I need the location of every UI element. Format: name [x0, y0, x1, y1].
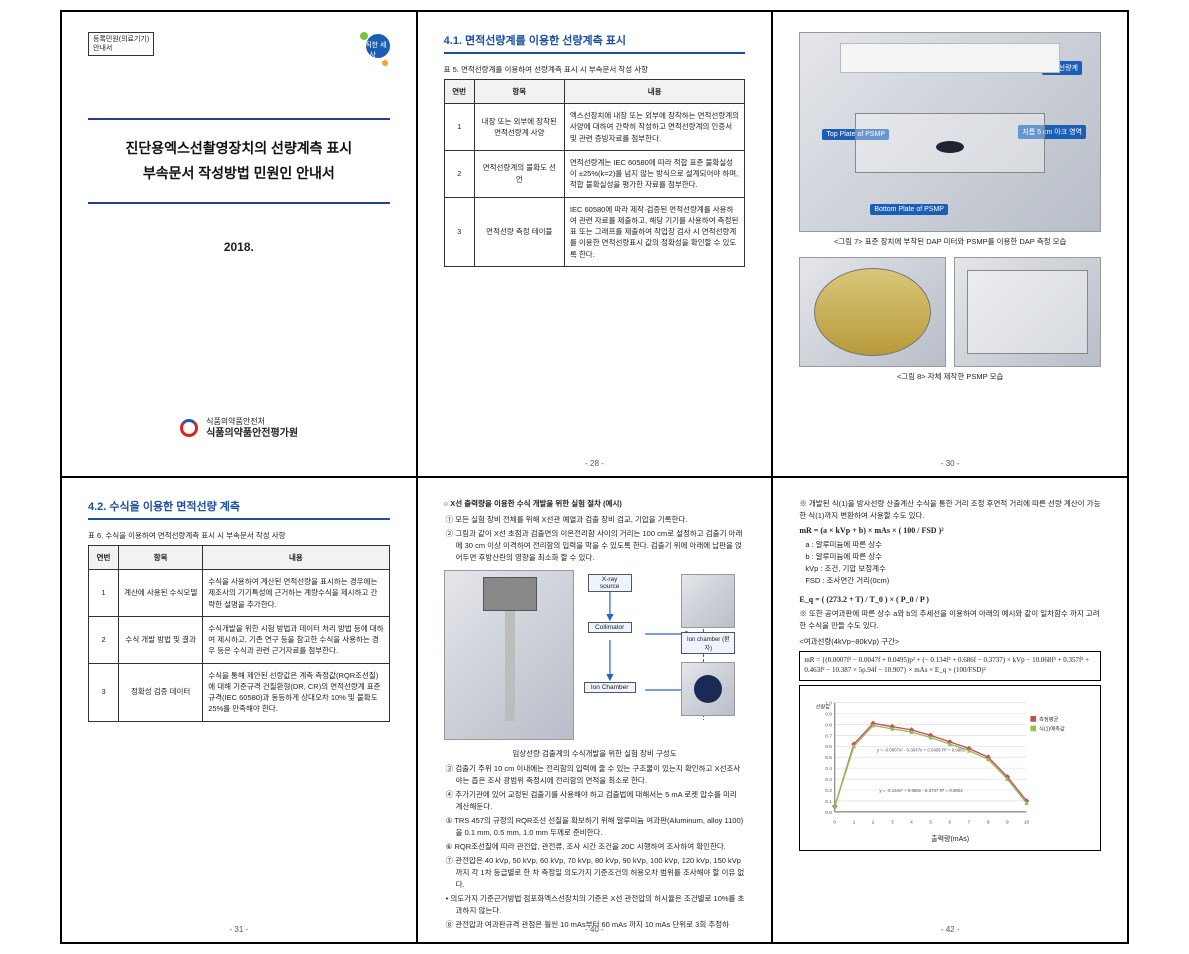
- photo-ion-chamber: [681, 662, 735, 716]
- table-6-caption: 표 6. 수식을 이용하여 면적선량계측 표시 시 부속문서 작성 사항: [88, 530, 390, 541]
- list-item: ④ 추가기관에 있어 교정된 검출기를 사용해야 하고 검출법에 대해서는 5 …: [456, 789, 746, 813]
- node-ion-chamber-2: Ion chamber (환자): [681, 632, 735, 654]
- svg-text:0.4: 0.4: [826, 766, 833, 772]
- list-item: ② 그림과 같이 X선 초점과 검출면의 이온전리함 사이의 거리는 100 c…: [456, 528, 746, 564]
- equation-1: mR = (a × kVp + b) × mAs × ( 100 / FSD )…: [799, 526, 1101, 535]
- photo-collimator: [681, 574, 735, 628]
- page-5: ○ X선 출력량을 이용한 수식 개발을 위한 실험 절차 (예시) ① 모든 …: [417, 477, 773, 943]
- svg-text:0: 0: [834, 819, 837, 825]
- page-number: - 30 -: [773, 459, 1127, 468]
- node-ion-chamber: Ion Chamber: [584, 682, 636, 693]
- list-item: ③ 검출기 주위 10 cm 이내에는 전리함의 입력에 줄 수 있는 구조물이…: [456, 763, 746, 787]
- cover-category-box: 등록민원(의료기기) 안내서: [88, 32, 154, 56]
- diagram-caption: 임상선량 검출계의 수식개발을 위한 실험 장비 구성도: [444, 748, 746, 759]
- list-item: ⑦ 관전압은 40 kVp, 50 kVp, 60 kVp, 70 kVp, 8…: [456, 855, 746, 891]
- svg-text:0.2: 0.2: [826, 788, 833, 794]
- table-row: 2면적선량계의 불확도 선언면적선량계는 IEC 60580에 따라 적합 표준…: [444, 150, 745, 197]
- svg-text:1: 1: [853, 819, 856, 825]
- p6-intro: ※ 개발된 식(1)을 방사선량 산출계산 수식을 통한 거리 조정 후면적 거…: [799, 498, 1101, 522]
- page-6: ※ 개발된 식(1)을 방사선량 산출계산 수식을 통한 거리 조정 후면적 거…: [772, 477, 1128, 943]
- svg-text:선량값: 선량값: [816, 702, 831, 710]
- svg-text:0.5: 0.5: [826, 755, 833, 761]
- p6-note: ※ 또한 공여과판에 따른 상수 a와 b의 추세선을 이용하여 아래의 예시와…: [799, 608, 1101, 632]
- table-5: 연번 항목 내용 1내장 또는 외부에 장착된 면적선량계 사양엑스선장치에 내…: [444, 79, 746, 267]
- page-4: 4.2. 수식을 이용한 면적선량 계측 표 6. 수식을 이용하여 면적선량계…: [61, 477, 417, 943]
- page-number: - 28 -: [418, 459, 772, 468]
- node-xray-source: X-ray source: [588, 574, 632, 592]
- svg-text:y = -0.134x² + 0.686x - 0.3737: y = -0.134x² + 0.686x - 0.3737 R² = 0.98…: [880, 788, 964, 793]
- svg-text:5: 5: [930, 819, 933, 825]
- chart-x-label: 출력량(mAs): [806, 834, 1094, 844]
- svg-text:0.1: 0.1: [826, 798, 833, 804]
- svg-text:0.6: 0.6: [826, 744, 833, 750]
- page-number: - 40 -: [418, 925, 772, 934]
- svg-text:8: 8: [987, 819, 990, 825]
- page-2: 4.1. 면적선량계를 이용한 선량계측 표시 표 5. 면적선량계를 이용하여…: [417, 11, 773, 477]
- table-row: 1계산에 사용된 수식모델수식을 사용하여 계산된 면적선량을 표시하는 경우에…: [89, 570, 390, 617]
- svg-text:y = -0.0007x² - 0.0047x + 0.04: y = -0.0007x² - 0.0047x + 0.0495 R² = 0.…: [877, 747, 966, 752]
- svg-text:0.0: 0.0: [826, 809, 833, 815]
- p5-intro: ○ X선 출력량을 이용한 수식 개발을 위한 실험 절차 (예시): [444, 498, 746, 510]
- page-number: - 31 -: [62, 925, 416, 934]
- figure-7-photo: 면적선량계 Top Plate of PSMP 지름 5 cm 아크 영역 Bo…: [799, 32, 1101, 232]
- figure-8-photo-right: [954, 257, 1101, 367]
- table-6: 연번 항목 내용 1계산에 사용된 수식모델수식을 사용하여 계산된 면적선량을…: [88, 545, 390, 722]
- page-grid: 등록민원(의료기기) 안내서 정직한 세상 진단용엑스선촬영장치의 선량계측 표…: [60, 10, 1129, 944]
- svg-text:0.3: 0.3: [826, 777, 833, 783]
- table-row: 3정확성 검증 데이터수식을 통해 제안된 선량값은 계측 측정값(RQR조선질…: [89, 663, 390, 721]
- symbol-definitions: a : 알루미늄에 따른 상수b : 알루미늄에 따른 상수kVp : 조건, …: [805, 539, 1101, 587]
- list-item: ⑥ RQR조선질에 따라 관전압, 관전류, 조사 시간 조건을 20C 시행하…: [456, 841, 746, 853]
- table-row: 3면적선량 측정 테이블IEC 60580에 따라 제작·검증된 면적선량계를 …: [444, 197, 745, 266]
- mas-output-chart: 0.00.10.20.30.40.50.60.70.80.91.0선량값측정평균…: [806, 692, 1094, 832]
- equation-box: mR = {(0.0007f² − 0.0047f + 0.0495)p² + …: [799, 651, 1101, 681]
- cover-title: 진단용엑스선촬영장치의 선량계측 표시 부속문서 작성방법 민원인 안내서: [88, 126, 390, 196]
- svg-text:식(1)예측값: 식(1)예측값: [1039, 724, 1065, 732]
- list-item: • 의도가지 기준근거방법 점포화엑스선장치의 기준은 X선 관전압의 허시율은…: [456, 893, 746, 917]
- p5-pre-list: ① 모든 실험 장비 전체를 위해 X선관 예열과 검출 장비 검교, 기압을 …: [444, 514, 746, 564]
- node-collimator: Collimator: [588, 622, 632, 633]
- svg-text:9: 9: [1006, 819, 1009, 825]
- experiment-diagram: X-ray source Collimator Ion Chamber Ion …: [444, 570, 746, 740]
- table-row: 2수식 개발 방법 및 결과수식개발을 위한 시험 방법과 데이터 처리 방법 …: [89, 616, 390, 663]
- svg-text:6: 6: [949, 819, 952, 825]
- table-row: 1내장 또는 외부에 장착된 면적선량계 사양엑스선장치에 내장 또는 외부에 …: [444, 104, 745, 151]
- figure-8-caption: <그림 8> 자체 제작한 PSMP 모습: [799, 371, 1101, 382]
- document-grid-container: 등록민원(의료기기) 안내서 정직한 세상 진단용엑스선촬영장치의 선량계측 표…: [0, 0, 1189, 954]
- svg-text:0.8: 0.8: [826, 722, 833, 728]
- org-main: 식품의약품안전평가원: [206, 428, 298, 439]
- list-item: ① 모든 실험 장비 전체를 위해 X선관 예열과 검출 장비 검교, 기압을 …: [456, 514, 746, 526]
- svg-text:0.7: 0.7: [826, 733, 833, 739]
- cover-rule-top: [88, 118, 390, 120]
- svg-text:10: 10: [1024, 819, 1030, 825]
- svg-text:7: 7: [968, 819, 971, 825]
- cover-org-block: 식품의약품안전처 식품의약품안전평가원: [62, 417, 416, 440]
- page-3: 면적선량계 Top Plate of PSMP 지름 5 cm 아크 영역 Bo…: [772, 11, 1128, 477]
- svg-text:4: 4: [910, 819, 913, 825]
- mfds-logo-icon: [180, 419, 198, 437]
- svg-text:3: 3: [891, 819, 894, 825]
- equation-2: E_q = ( (273.2 + T) / T_0 ) × ( P_0 / P …: [799, 595, 1101, 604]
- gov-slogan-logo: 정직한 세상: [356, 32, 390, 66]
- section-4-2-heading: 4.2. 수식을 이용한 면적선량 계측: [88, 498, 390, 514]
- list-item: ⑤ TRS 457의 규정의 RQR조선 선질을 확보하기 위해 알루미늄 여과…: [456, 815, 746, 839]
- cover-year: 2018.: [88, 240, 390, 254]
- table-5-caption: 표 5. 면적선량계를 이용하여 선량계측 표시 시 부속문서 작성 사항: [444, 64, 746, 75]
- eqnbox-caption: <여과선량(4kVp~80kVp) 구간>: [799, 636, 1101, 647]
- svg-text:2: 2: [872, 819, 875, 825]
- p5-post-list: ③ 검출기 주위 10 cm 이내에는 전리함의 입력에 줄 수 있는 구조물이…: [444, 763, 746, 931]
- figure-8-photo-left: [799, 257, 946, 367]
- section-4-1-heading: 4.1. 면적선량계를 이용한 선량계측 표시: [444, 32, 746, 48]
- page-number: - 42 -: [773, 925, 1127, 934]
- page-1-cover: 등록민원(의료기기) 안내서 정직한 세상 진단용엑스선촬영장치의 선량계측 표…: [61, 11, 417, 477]
- cover-box-line2: 안내서: [93, 44, 149, 53]
- chart-container: 0.00.10.20.30.40.50.60.70.80.91.0선량값측정평균…: [799, 685, 1101, 851]
- label-bottom-plate: Bottom Plate of PSMP: [870, 204, 948, 215]
- figure-7-caption: <그림 7> 표준 장치에 부착된 DAP 미터와 PSMP를 이용한 DAP …: [799, 236, 1101, 247]
- svg-text:측정평균: 측정평균: [1039, 714, 1059, 722]
- svg-text:0.9: 0.9: [826, 711, 833, 717]
- cover-rule-bottom: [88, 202, 390, 204]
- cover-box-line1: 등록민원(의료기기): [93, 35, 149, 44]
- org-sub: 식품의약품안전처: [206, 417, 265, 426]
